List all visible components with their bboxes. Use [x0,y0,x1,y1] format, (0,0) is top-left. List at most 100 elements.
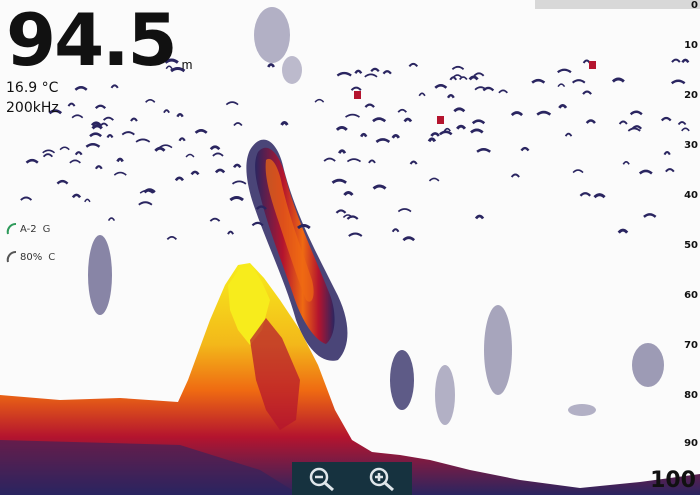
fish-arch [681,58,690,64]
fish-arch [474,86,487,91]
fish-arch [627,127,641,132]
fish-arch [617,228,629,234]
fish-arch [48,109,63,115]
fish-arch [572,169,584,174]
fish-arch [643,213,657,218]
depth-scale-label: 90 [684,438,698,449]
color-mode: C [48,251,56,263]
fish-arch [335,209,347,214]
fish-arch [579,192,592,197]
fish-arch [459,76,468,81]
fish-arch [59,146,70,151]
fish-target [589,61,596,69]
fish-arch [314,98,325,103]
fish-arch [397,208,412,213]
fish-arch [402,236,416,242]
depth-unit: m [181,57,193,72]
fish-arch [382,70,392,75]
fish-arch [348,232,363,237]
top-status-bar [535,0,700,9]
fish-arch [343,191,354,196]
fish-arch [510,111,524,117]
fish-arch [113,171,127,176]
fish-arch [91,124,103,130]
fish-arch [71,114,84,119]
zoom-out-button[interactable] [302,464,342,494]
fish-arch [470,128,484,134]
fish-arch [231,180,247,185]
fish-arch [498,89,508,94]
fish-arch [85,143,101,148]
zoom-in-button[interactable] [362,464,402,494]
fish-arch [130,117,138,122]
fish-arch [71,193,82,199]
fish-arch [94,165,103,170]
fish-arch [439,130,453,136]
fish-arch [229,196,244,202]
fish-arch [510,173,520,178]
gain-mode: G [42,223,51,235]
fish-arch [372,184,387,190]
fish-arch [106,133,114,139]
fish-arch [135,138,151,143]
fish-arch [158,144,173,149]
fish-arch [622,160,630,165]
fish-arch [585,119,596,124]
fish-arch [267,63,275,68]
fish-arch [107,217,116,222]
fish-arch [520,146,530,152]
depth-readout: 94.5 m [6,2,193,78]
fish-arch [233,122,243,127]
fish-arch [364,103,375,108]
fish-arch [418,92,426,97]
fish-arch [403,117,413,123]
fish-arch [665,168,675,173]
fish-arch [638,169,653,175]
fish-arch [468,75,479,81]
fish-arch [663,151,671,156]
color-value: 80% [20,251,43,263]
fish-arch [557,83,566,88]
fish-arch [84,198,91,203]
fish-arch [350,86,362,91]
fish-arch [453,107,466,113]
fish-arch [94,104,107,110]
depth-scale-label: 60 [684,290,698,301]
gain-gauge[interactable]: A-2 G [6,222,50,236]
fish-arch [209,145,221,151]
depth-range[interactable]: 100 [650,468,696,493]
fish-arch [164,58,179,64]
fish-arch [471,119,486,125]
zoom-in-icon [369,467,394,491]
depth-scale-label: 20 [684,90,698,101]
fish-arch [364,73,378,78]
depth-value: 94.5 [6,0,178,82]
fish-arches [20,58,690,242]
echo-plume [246,139,348,361]
fish-arch [154,146,166,152]
fish-arch [232,163,242,169]
sonar-frequency: 200kHz [6,100,59,116]
depth-scale-label: 80 [684,390,698,401]
fish-arch [456,124,467,130]
fish-arch [474,214,485,220]
bait-clusters [88,7,664,425]
fish-arch [370,67,380,73]
fish-arch [476,148,491,153]
color-gauge[interactable]: 80% C [6,250,55,264]
gain-value: A-2 [20,223,37,235]
fish-arch [446,94,455,99]
fish-arch [323,157,336,162]
fish-arch [408,62,419,67]
fish-arch [67,102,76,107]
depth-scale-label: 30 [684,140,698,151]
fish-arch [482,86,495,92]
fish-arch [25,158,39,164]
fish-arch [558,104,568,109]
fish-arch [69,159,81,164]
fish-arch [190,170,200,176]
fish-arch [20,196,33,201]
fish-arch [611,77,625,83]
